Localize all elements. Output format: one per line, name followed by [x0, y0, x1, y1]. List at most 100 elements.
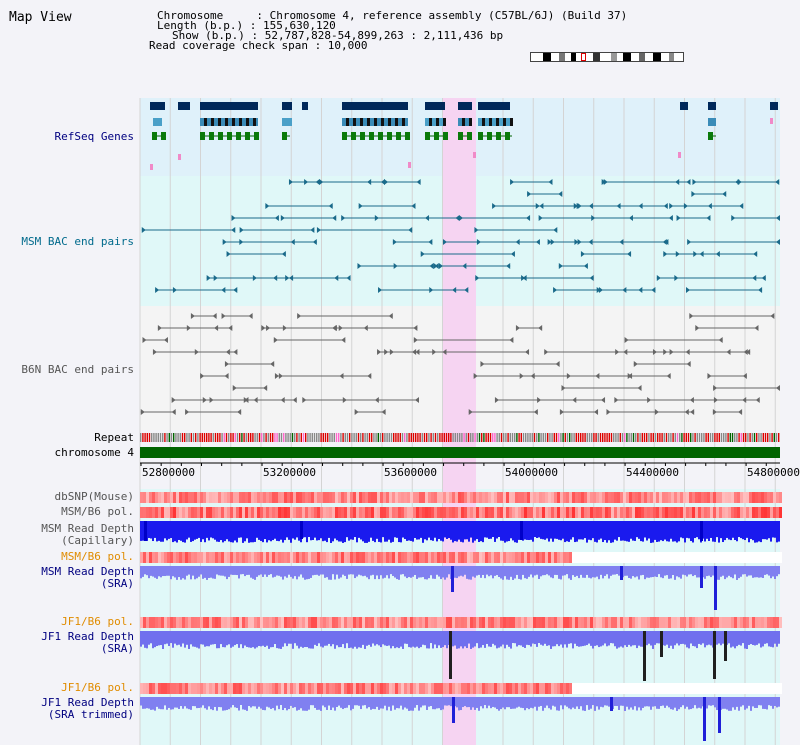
depth-bar: [240, 521, 242, 538]
track-label-dbsnp[interactable]: dbSNP(Mouse): [54, 490, 134, 503]
bac-end-marker: [367, 373, 372, 379]
depth-bar: [294, 521, 296, 540]
depth-bar: [658, 631, 660, 644]
heat-cell: [572, 492, 575, 503]
heat-cell: [281, 552, 284, 563]
heat-cell: [686, 507, 689, 518]
repeat-element: [188, 433, 190, 442]
repeat-element: [401, 433, 404, 442]
heat-cell: [527, 552, 530, 563]
track-label-msm-b6-pol-2[interactable]: MSM/B6 pol.: [61, 550, 134, 563]
depth-bar: [764, 521, 766, 540]
depth-bar: [734, 521, 736, 540]
depth-bar: [534, 631, 536, 645]
bac-end-marker: [515, 325, 520, 331]
depth-bar: [502, 697, 504, 708]
heat-cell: [650, 552, 653, 563]
depth-bar: [676, 697, 678, 711]
depth-bar: [618, 631, 620, 648]
heat-cell: [554, 507, 557, 518]
depth-bar: [172, 697, 174, 710]
track-label-jf1-depth-sra[interactable]: JF1 Read Depth: [41, 630, 134, 643]
depth-bar: [412, 631, 414, 647]
depth-bar: [580, 566, 582, 575]
depth-bar: [156, 631, 158, 647]
bac-end-marker: [553, 287, 558, 293]
bac-end-marker: [601, 179, 606, 185]
repeat-element: [300, 433, 302, 442]
track-label-repeat[interactable]: Repeat: [94, 431, 134, 444]
depth-bar: [148, 697, 150, 709]
heat-cell: [356, 552, 359, 563]
depth-bar: [500, 566, 502, 579]
depth-bar: [178, 697, 180, 709]
heat-cell: [266, 683, 269, 694]
depth-bar: [490, 631, 492, 647]
depth-bar: [494, 566, 496, 576]
heat-cell: [572, 507, 575, 518]
cds-block: [351, 132, 356, 140]
depth-bar: [606, 566, 608, 575]
repeat-element: [734, 433, 736, 442]
heat-cell: [428, 617, 431, 628]
depth-bar: [566, 521, 568, 542]
refseq-gene-models[interactable]: [150, 102, 778, 170]
depth-bar: [340, 521, 342, 542]
depth-bar: [224, 631, 226, 648]
cds-block: [443, 132, 448, 140]
heat-cell: [395, 683, 398, 694]
heat-cell: [353, 617, 356, 628]
heat-cell: [524, 552, 527, 563]
depth-bar: [682, 566, 684, 575]
depth-bar: [416, 697, 418, 706]
heat-cell: [239, 617, 242, 628]
track-label-msm-bac[interactable]: MSM BAC end pairs: [21, 235, 134, 248]
track-label-b6n-bac[interactable]: B6N BAC end pairs: [21, 363, 134, 376]
track-label-jf1-b6-pol[interactable]: JF1/B6 pol.: [61, 615, 134, 628]
track-label-chromosome[interactable]: chromosome 4: [54, 446, 134, 459]
depth-bar: [384, 697, 386, 706]
depth-bar: [488, 697, 490, 706]
depth-bar: [600, 566, 602, 575]
depth-bar: [516, 631, 518, 647]
depth-bar: [492, 521, 494, 538]
heat-cell: [440, 492, 443, 503]
depth-bar: [446, 521, 448, 539]
heat-cell: [371, 617, 374, 628]
repeat-element: [575, 433, 577, 442]
depth-bar: [476, 631, 478, 644]
heat-cell: [413, 617, 416, 628]
chromosome-ideogram[interactable]: [530, 52, 684, 62]
depth-bar: [338, 521, 340, 542]
track-label-jf1-b6-pol-2[interactable]: JF1/B6 pol.: [61, 681, 134, 694]
heat-cell: [284, 683, 287, 694]
track-label-refseq[interactable]: RefSeq Genes: [54, 130, 134, 143]
exon: [462, 118, 465, 126]
track-label-msm-depth-capillary[interactable]: MSM Read Depth: [41, 522, 134, 535]
heat-cell: [257, 492, 260, 503]
msm-bac-pairs[interactable]: [141, 179, 780, 293]
track-label-jf1-depth-trimmed[interactable]: JF1 Read Depth: [41, 696, 134, 709]
track-label-msm-depth-sra[interactable]: MSM Read Depth: [41, 565, 134, 578]
heat-cell: [221, 492, 224, 503]
depth-bar: [260, 521, 262, 541]
axis-tick-label: 53200000: [263, 466, 316, 479]
repeat-element: [225, 433, 228, 442]
repeat-element: [536, 433, 538, 442]
repeat-element: [577, 433, 580, 442]
chromosome-bar[interactable]: [140, 447, 780, 458]
repeat-element: [366, 433, 368, 442]
heat-cell: [254, 683, 257, 694]
depth-bar: [378, 566, 380, 580]
heat-cell: [431, 683, 434, 694]
heat-cell: [521, 683, 524, 694]
depth-bar: [696, 697, 698, 709]
depth-bar: [356, 566, 358, 577]
depth-bar: [232, 566, 234, 575]
b6n-bac-pairs[interactable]: [140, 313, 780, 415]
depth-bar: [324, 697, 326, 708]
depth-bar: [634, 631, 636, 646]
heat-cell: [257, 507, 260, 518]
track-label-msm-b6-pol[interactable]: MSM/B6 pol.: [61, 505, 134, 518]
